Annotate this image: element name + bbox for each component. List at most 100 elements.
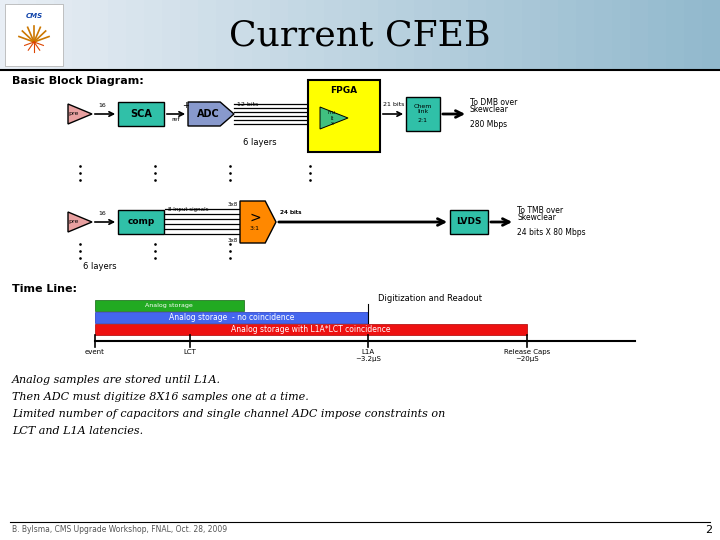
Text: Analog storage with L1A*LCT coincidence: Analog storage with L1A*LCT coincidence — [231, 325, 391, 334]
Bar — [18, 0, 36, 70]
Bar — [144, 0, 162, 70]
Bar — [406, 97, 440, 131]
Text: L1A
~3.2μS: L1A ~3.2μS — [355, 349, 381, 362]
Bar — [118, 210, 164, 234]
Polygon shape — [188, 102, 234, 126]
Text: Analog storage: Analog storage — [145, 303, 193, 308]
Bar — [540, 0, 558, 70]
Bar — [198, 0, 216, 70]
Text: CMS: CMS — [25, 12, 42, 18]
Bar — [95, 300, 243, 311]
Bar — [54, 0, 72, 70]
Bar — [308, 80, 380, 152]
Bar — [450, 210, 488, 234]
Polygon shape — [320, 107, 348, 129]
Bar — [306, 0, 324, 70]
Bar — [702, 0, 720, 70]
Text: LCT: LCT — [183, 349, 196, 355]
Text: Analog samples are stored until L1A.: Analog samples are stored until L1A. — [12, 375, 221, 385]
Text: +: + — [183, 101, 189, 110]
Bar — [216, 0, 234, 70]
Text: pre: pre — [69, 111, 79, 117]
Bar — [594, 0, 612, 70]
Text: 24 bits: 24 bits — [280, 210, 302, 215]
Bar — [504, 0, 522, 70]
Text: 2: 2 — [705, 525, 712, 535]
Bar — [432, 0, 450, 70]
Text: 21 bits: 21 bits — [383, 102, 405, 107]
Text: FPGA: FPGA — [330, 86, 358, 95]
Bar — [270, 0, 288, 70]
Bar — [95, 324, 527, 335]
Bar — [180, 0, 198, 70]
Text: 24 bits X 80 Mbps: 24 bits X 80 Mbps — [517, 228, 585, 237]
Text: comp: comp — [127, 218, 155, 226]
Bar — [450, 0, 468, 70]
Text: LCT and L1A latencies.: LCT and L1A latencies. — [12, 426, 143, 436]
Text: 2:1: 2:1 — [418, 118, 428, 123]
Text: 12 bits: 12 bits — [237, 102, 258, 107]
Bar — [558, 0, 576, 70]
Bar — [95, 312, 368, 323]
Text: Analog storage  - no coincidence: Analog storage - no coincidence — [168, 313, 294, 322]
Bar — [72, 0, 90, 70]
Text: 16: 16 — [98, 103, 106, 108]
Text: To DMB over: To DMB over — [470, 98, 518, 107]
Bar — [486, 0, 504, 70]
Bar — [684, 0, 702, 70]
Text: Release Caps
~20μS: Release Caps ~20μS — [504, 349, 550, 362]
Text: 3x8: 3x8 — [228, 202, 238, 207]
Text: event: event — [85, 349, 105, 355]
Bar — [396, 0, 414, 70]
Text: 3x8: 3x8 — [228, 238, 238, 243]
Polygon shape — [68, 212, 92, 232]
Bar — [648, 0, 666, 70]
Text: 24 bits: 24 bits — [280, 210, 302, 215]
Text: Skewclear: Skewclear — [517, 213, 556, 222]
Bar — [324, 0, 342, 70]
Bar — [468, 0, 486, 70]
Bar — [414, 0, 432, 70]
Text: 6 layers: 6 layers — [243, 138, 276, 147]
Bar — [378, 0, 396, 70]
Bar — [666, 0, 684, 70]
Bar — [360, 0, 378, 70]
Text: Skewclear: Skewclear — [470, 105, 509, 114]
Text: 8 Input signals: 8 Input signals — [168, 207, 209, 212]
Bar — [612, 0, 630, 70]
Text: Basic Block Diagram:: Basic Block Diagram: — [12, 76, 144, 86]
Text: Digitization and Readout: Digitization and Readout — [378, 294, 482, 303]
Polygon shape — [240, 201, 276, 243]
Text: 280 Mbps: 280 Mbps — [470, 120, 507, 129]
Text: >: > — [249, 211, 261, 225]
Text: B. Bylsma, CMS Upgrade Workshop, FNAL, Oct. 28, 2009: B. Bylsma, CMS Upgrade Workshop, FNAL, O… — [12, 525, 227, 534]
Text: ADC: ADC — [197, 109, 220, 119]
Text: LVDS: LVDS — [456, 218, 482, 226]
Text: ref: ref — [172, 117, 180, 122]
Bar — [126, 0, 144, 70]
Text: Time Line:: Time Line: — [12, 284, 77, 294]
Bar — [36, 0, 54, 70]
Text: Current CFEB: Current CFEB — [229, 18, 491, 52]
Text: 6 layers: 6 layers — [84, 262, 117, 271]
Bar — [108, 0, 126, 70]
Bar — [288, 0, 306, 70]
Text: SCA: SCA — [130, 109, 152, 119]
Text: Limited number of capacitors and single channel ADC impose constraints on: Limited number of capacitors and single … — [12, 409, 445, 419]
Bar — [342, 0, 360, 70]
Text: To TMB over: To TMB over — [517, 206, 563, 215]
Text: mu
lt
x: mu lt x — [328, 110, 336, 126]
Bar — [576, 0, 594, 70]
Bar — [118, 102, 164, 126]
Bar — [630, 0, 648, 70]
Text: 3:1: 3:1 — [250, 226, 260, 231]
Bar — [90, 0, 108, 70]
Text: 16: 16 — [98, 211, 106, 216]
Bar — [234, 0, 252, 70]
Bar — [0, 0, 18, 70]
Bar — [522, 0, 540, 70]
Text: Then ADC must digitize 8X16 samples one at a time.: Then ADC must digitize 8X16 samples one … — [12, 392, 309, 402]
Text: pre: pre — [69, 219, 79, 225]
Bar — [252, 0, 270, 70]
Bar — [162, 0, 180, 70]
